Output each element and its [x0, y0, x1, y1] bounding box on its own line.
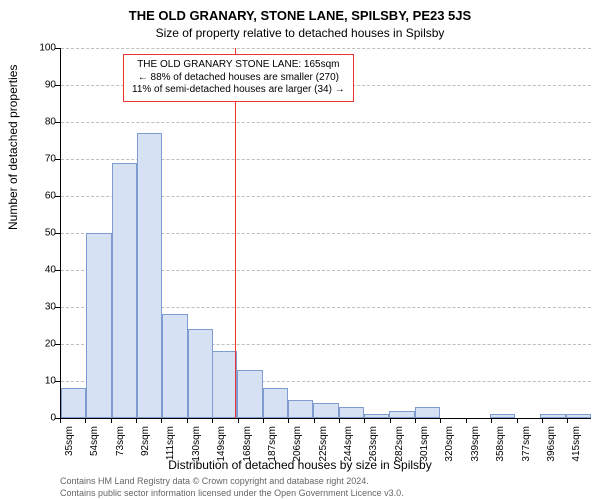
x-tick-mark — [364, 418, 365, 423]
histogram-bar — [364, 414, 389, 418]
y-tick-mark — [55, 122, 60, 123]
y-tick-label: 100 — [26, 43, 56, 54]
x-tick-mark — [136, 418, 137, 423]
histogram-bar — [212, 351, 237, 418]
y-tick-label: 50 — [26, 228, 56, 239]
histogram-bar — [188, 329, 213, 418]
histogram-bar — [313, 403, 338, 418]
y-tick-mark — [55, 233, 60, 234]
x-tick-mark — [491, 418, 492, 423]
y-axis-label: Number of detached properties — [6, 65, 20, 230]
histogram-bar — [61, 388, 86, 418]
attribution-line-1: Contains HM Land Registry data © Crown c… — [60, 476, 369, 486]
y-tick-label: 90 — [26, 80, 56, 91]
y-tick-label: 20 — [26, 339, 56, 350]
callout-line-2: ← 88% of detached houses are smaller (27… — [132, 72, 345, 85]
histogram-bar — [86, 233, 111, 418]
gridline — [61, 122, 591, 123]
y-tick-mark — [55, 344, 60, 345]
y-tick-label: 80 — [26, 117, 56, 128]
y-tick-mark — [55, 381, 60, 382]
histogram-bar — [137, 133, 162, 418]
page-title: THE OLD GRANARY, STONE LANE, SPILSBY, PE… — [0, 8, 600, 23]
y-tick-mark — [55, 159, 60, 160]
x-tick-mark — [60, 418, 61, 423]
x-tick-mark — [517, 418, 518, 423]
x-tick-mark — [567, 418, 568, 423]
y-tick-label: 30 — [26, 302, 56, 313]
histogram-bar — [288, 400, 313, 419]
histogram-bar — [490, 414, 515, 418]
x-tick-mark — [263, 418, 264, 423]
x-tick-mark — [238, 418, 239, 423]
marker-vertical-line — [235, 48, 236, 418]
histogram-bar — [566, 414, 591, 418]
y-tick-label: 0 — [26, 413, 56, 424]
x-tick-mark — [415, 418, 416, 423]
histogram-bar — [112, 163, 137, 418]
x-tick-mark — [466, 418, 467, 423]
gridline — [61, 48, 591, 49]
y-tick-mark — [55, 307, 60, 308]
y-tick-label: 40 — [26, 265, 56, 276]
histogram-bar — [237, 370, 262, 418]
x-tick-mark — [314, 418, 315, 423]
x-tick-mark — [111, 418, 112, 423]
callout-line-1: THE OLD GRANARY STONE LANE: 165sqm — [132, 59, 345, 72]
histogram-bar — [389, 411, 414, 418]
y-tick-mark — [55, 85, 60, 86]
x-tick-mark — [390, 418, 391, 423]
histogram-plot: THE OLD GRANARY STONE LANE: 165sqm ← 88%… — [60, 48, 591, 419]
y-tick-mark — [55, 48, 60, 49]
histogram-bar — [162, 314, 187, 418]
attribution-line-2: Contains public sector information licen… — [60, 488, 404, 498]
y-tick-mark — [55, 196, 60, 197]
page-subtitle: Size of property relative to detached ho… — [0, 26, 600, 40]
y-tick-label: 70 — [26, 154, 56, 165]
callout-box: THE OLD GRANARY STONE LANE: 165sqm ← 88%… — [123, 54, 354, 102]
x-tick-mark — [288, 418, 289, 423]
x-tick-mark — [339, 418, 340, 423]
histogram-bar — [339, 407, 364, 418]
x-tick-mark — [542, 418, 543, 423]
y-tick-mark — [55, 270, 60, 271]
histogram-bar — [540, 414, 565, 418]
x-tick-mark — [187, 418, 188, 423]
x-tick-mark — [85, 418, 86, 423]
callout-line-3: 11% of semi-detached houses are larger (… — [132, 84, 345, 97]
x-tick-mark — [161, 418, 162, 423]
y-tick-label: 60 — [26, 191, 56, 202]
x-axis-label: Distribution of detached houses by size … — [0, 458, 600, 472]
y-tick-label: 10 — [26, 376, 56, 387]
x-tick-mark — [440, 418, 441, 423]
x-tick-mark — [212, 418, 213, 423]
histogram-bar — [263, 388, 288, 418]
histogram-bar — [415, 407, 440, 418]
